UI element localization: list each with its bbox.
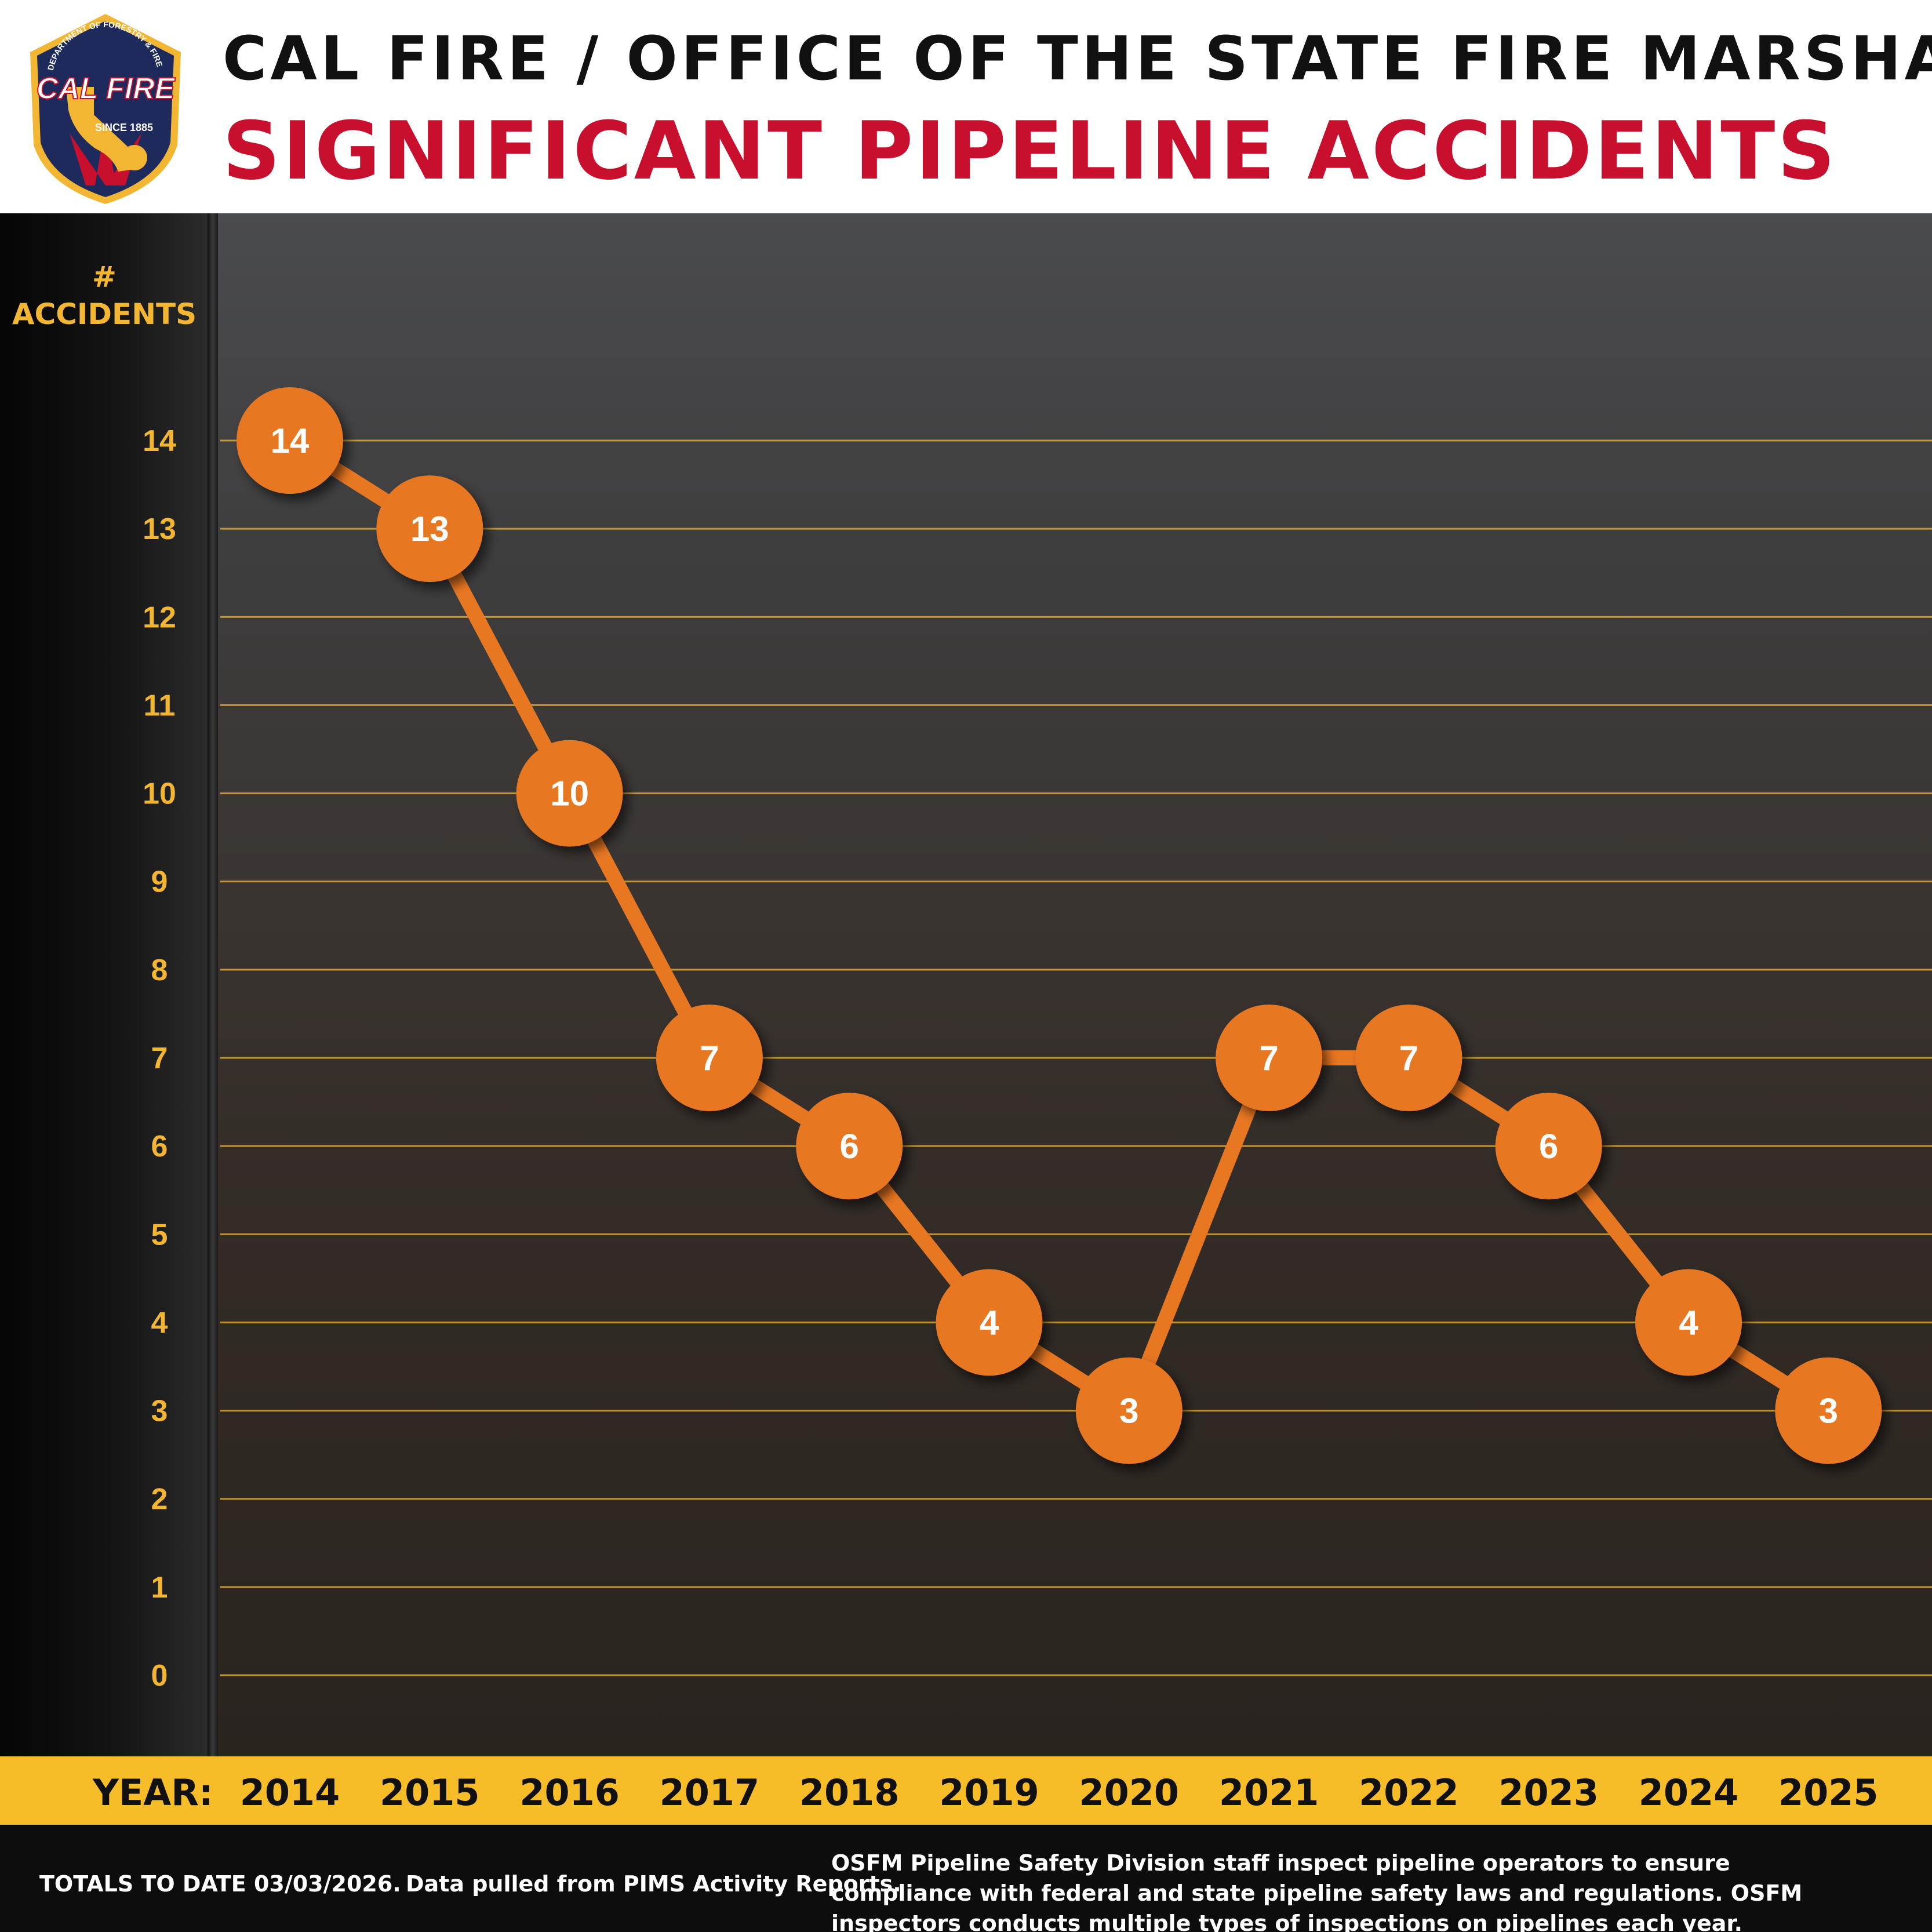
footer: TOTALS TO DATE 03/03/2026. Data pulled f…	[0, 1825, 1932, 1932]
data-label: 4	[1679, 1303, 1698, 1342]
y-tick-label: 11	[144, 689, 176, 722]
data-point	[1775, 1357, 1882, 1464]
header: CALIFORNIA DEPARTMENT OF FORESTRY & FIRE…	[0, 0, 1932, 213]
y-tick-label: 10	[143, 777, 176, 811]
x-tick-label: 2014	[239, 1771, 340, 1814]
data-label: 7	[1259, 1039, 1278, 1078]
data-point	[656, 1005, 763, 1111]
x-tick-label: 2024	[1638, 1771, 1739, 1814]
data-label: 6	[840, 1127, 859, 1166]
logo-since: SINCE 1885	[95, 122, 153, 133]
footer-description: OSFM Pipeline Safety Division staff insp…	[831, 1850, 1803, 1932]
data-label: 10	[550, 774, 589, 813]
y-tick-label: 1	[151, 1571, 168, 1604]
y-tick-label: 13	[143, 512, 176, 546]
x-tick-label: 2023	[1498, 1771, 1599, 1814]
data-label: 14	[271, 421, 310, 460]
data-point	[1355, 1005, 1462, 1111]
logo-sun	[122, 145, 147, 170]
y-tick-label: 14	[143, 424, 176, 458]
x-tick-label: 2020	[1079, 1771, 1180, 1814]
chart-area: # ACCIDENTS 0 1 2 3 4 5 6 7 8 9 10 11 12 13 14 14 13 10 7…	[0, 213, 1932, 1756]
data-label: 4	[980, 1303, 999, 1342]
x-axis-title: YEAR:	[93, 1771, 213, 1814]
x-tick-label: 2019	[939, 1771, 1039, 1814]
data-label: 7	[1399, 1039, 1418, 1078]
data-point	[796, 1093, 903, 1200]
logo-california-shape	[66, 87, 137, 172]
y-axis-divider	[208, 213, 218, 1756]
data-point	[237, 387, 343, 494]
chart-title: SIGNIFICANT PIPELINE ACCIDENTS	[223, 104, 1838, 198]
footer-totals: TOTALS TO DATE 03/03/2026.	[39, 1871, 401, 1897]
logo-brand: CAL FIRE	[37, 72, 176, 105]
data-label: 3	[1819, 1392, 1838, 1431]
y-tick-label: 12	[143, 601, 176, 634]
data-point	[1495, 1093, 1602, 1200]
data-label: 6	[1539, 1127, 1558, 1166]
data-label: 13	[410, 510, 449, 548]
y-tick-label: 4	[151, 1306, 168, 1340]
y-axis-title-hash: #	[92, 260, 117, 294]
data-point	[516, 740, 623, 847]
y-tick-label: 9	[151, 865, 168, 899]
gridlines	[220, 439, 1932, 1676]
y-axis-title: # ACCIDENTS	[0, 259, 209, 333]
y-tick-label: 6	[151, 1130, 168, 1163]
y-axis-panel	[0, 213, 209, 1756]
page-title: CAL FIRE / OFFICE OF THE STATE FIRE MARS…	[223, 23, 1932, 94]
y-tick-label: 2	[151, 1483, 168, 1516]
y-tick-label: 8	[151, 954, 168, 987]
x-tick-label: 2015	[380, 1771, 480, 1814]
x-tick-label: 2016	[519, 1771, 620, 1814]
data-point	[936, 1269, 1043, 1376]
data-label: 7	[700, 1039, 719, 1078]
cal-fire-logo: CALIFORNIA DEPARTMENT OF FORESTRY & FIRE…	[26, 12, 181, 204]
y-tick-label: 5	[151, 1218, 168, 1251]
series-line-path	[282, 433, 1836, 1418]
data-point	[376, 475, 483, 583]
x-axis-band: YEAR: 2014 2015 2016 2017 2018 2019 2020 2021 20…	[0, 1756, 1932, 1825]
data-point	[1635, 1269, 1742, 1376]
x-tick-label: 2022	[1359, 1771, 1459, 1814]
x-tick-label: 2021	[1218, 1771, 1319, 1814]
x-tick-label: 2017	[659, 1771, 760, 1814]
y-tick-label: 0	[151, 1659, 168, 1693]
data-points: 14 13 10 7 6 4 3 7 7 6 4 3	[237, 387, 1882, 1464]
data-point	[1216, 1005, 1323, 1111]
data-point	[1075, 1357, 1183, 1464]
y-axis-title-word: ACCIDENTS	[12, 297, 197, 331]
x-tick-label: 2025	[1778, 1771, 1879, 1814]
y-tick-label: 7	[151, 1042, 168, 1075]
series-line	[282, 433, 1836, 1418]
footer-source: Data pulled from PIMS Activity Reports.	[406, 1871, 901, 1897]
data-label: 3	[1119, 1392, 1138, 1431]
x-tick-label: 2018	[799, 1771, 900, 1814]
y-tick-label: 3	[151, 1395, 168, 1428]
